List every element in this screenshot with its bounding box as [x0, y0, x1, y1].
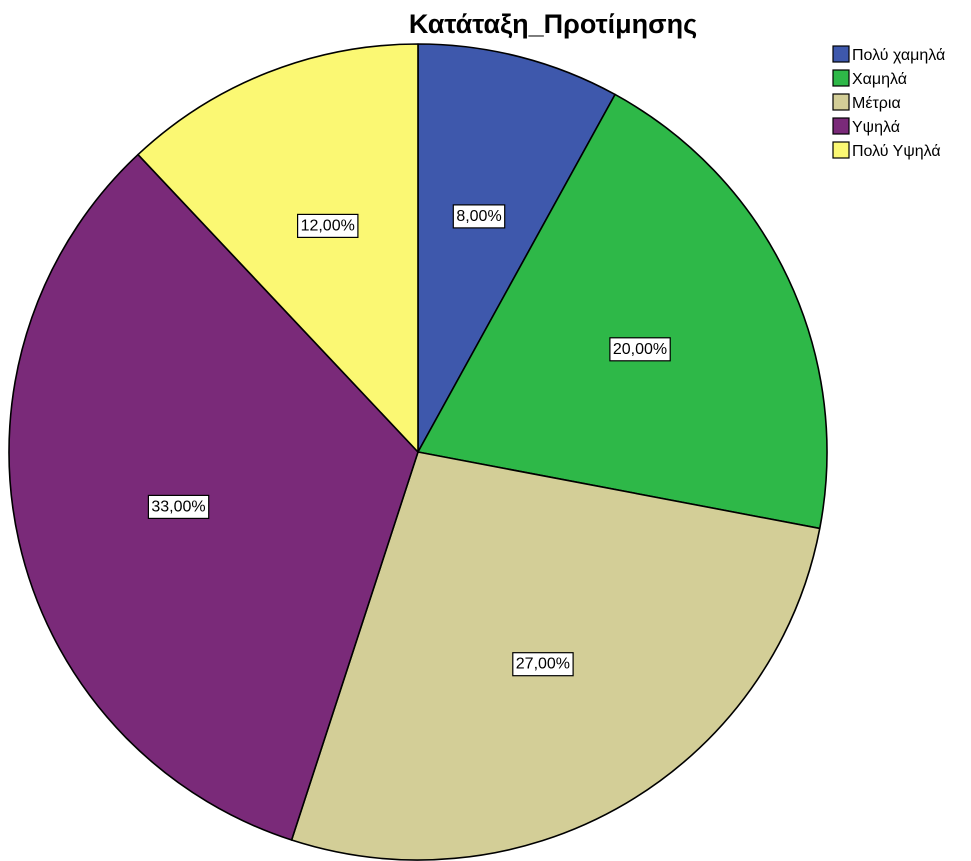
pie-slice-5 [137, 43, 419, 453]
pie-slices [8, 43, 828, 861]
data-label-box [297, 213, 359, 238]
legend-label: Χαμηλά [852, 71, 907, 88]
data-label-box [147, 494, 210, 519]
data-label-box [512, 652, 574, 677]
pie-slice-2 [417, 93, 828, 530]
chart-title: Κατάταξη_Προτίμησης [409, 9, 697, 39]
pie-slice-1 [417, 43, 616, 453]
legend-swatch [832, 45, 850, 63]
data-label-box [609, 337, 671, 362]
slice-labels: 8,00% 20,00% 27,00% 33,00% 12,00% [147, 204, 671, 677]
legend-swatch [832, 93, 850, 111]
legend-label: Πολύ Υψηλά [852, 143, 941, 160]
data-label-slice-5: 12,00% [297, 213, 359, 238]
legend-swatch [832, 117, 850, 135]
legend-swatch [832, 69, 850, 87]
data-label-text: 33,00% [151, 498, 205, 515]
legend-item-4: Υψηλά [832, 117, 900, 136]
legend: Πολύ χαμηλά Χαμηλά Μέτρια Υψηλά Πολύ Υψηλά [832, 45, 945, 160]
legend-item-1: Πολύ χαμηλά [832, 45, 945, 64]
data-label-box [452, 204, 506, 229]
legend-item-5: Πολύ Υψηλά [832, 141, 941, 160]
legend-label: Υψηλά [852, 119, 900, 136]
data-label-slice-1: 8,00% [452, 204, 506, 229]
legend-label: Μέτρια [852, 95, 901, 112]
data-label-slice-2: 20,00% [609, 337, 671, 362]
data-label-text: 12,00% [301, 217, 355, 234]
legend-label: Πολύ χαμηλά [852, 47, 945, 64]
legend-item-2: Χαμηλά [832, 69, 907, 88]
data-label-text: 8,00% [456, 208, 501, 225]
data-label-text: 27,00% [516, 656, 570, 673]
legend-item-3: Μέτρια [832, 93, 901, 112]
data-label-slice-4: 33,00% [147, 494, 210, 519]
pie-slice-4 [8, 153, 419, 841]
data-label-slice-3: 27,00% [512, 652, 574, 677]
data-label-text: 20,00% [613, 341, 667, 358]
legend-swatch [832, 141, 850, 159]
